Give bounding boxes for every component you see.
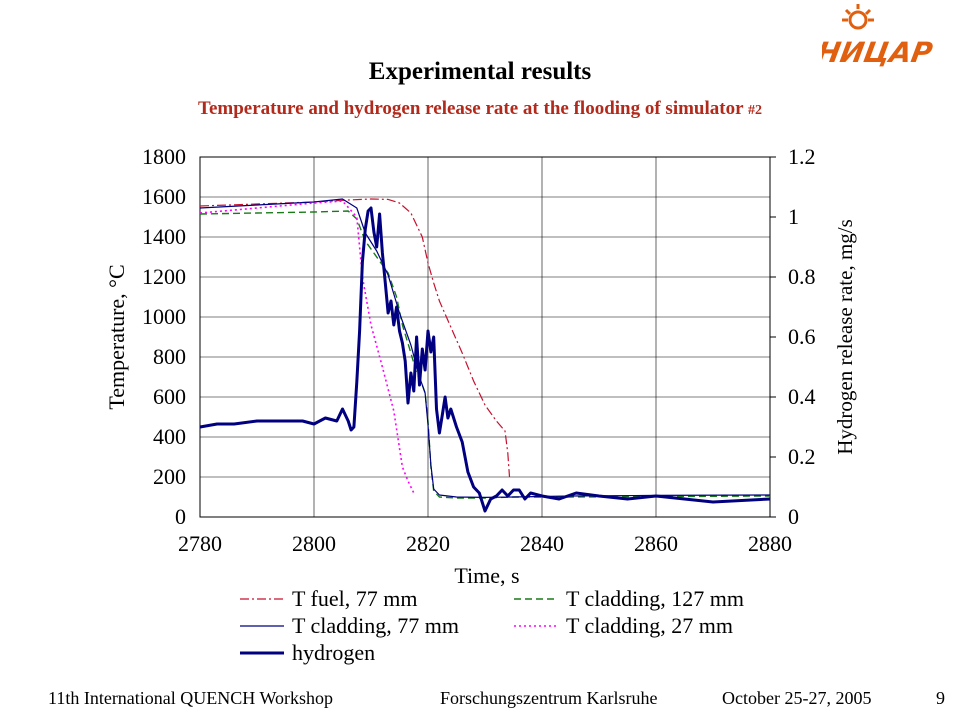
- y-right-tick-label: 1.2: [788, 144, 816, 169]
- y-right-tick-label: 0.6: [788, 324, 816, 349]
- footer-page-number: 9: [936, 688, 945, 708]
- legend-label-hydrogen: hydrogen: [292, 640, 375, 665]
- x-tick-label: 2860: [634, 531, 678, 556]
- subtitle-text: Temperature and hydrogen release rate at…: [198, 98, 748, 119]
- y-left-tick-label: 1000: [142, 304, 186, 329]
- legend-label-t_clad127: T cladding, 127 mm: [566, 586, 744, 611]
- x-tick-label: 2820: [406, 531, 450, 556]
- footer-workshop: 11th International QUENCH Workshop: [48, 688, 334, 708]
- y-right-tick-label: 0.4: [788, 384, 816, 409]
- y-left-tick-label: 600: [153, 384, 186, 409]
- slide-subtitle: Temperature and hydrogen release rate at…: [0, 98, 960, 120]
- series-t_clad77-line: [199, 198, 771, 498]
- x-tick-label: 2780: [178, 531, 222, 556]
- y-left-tick-label: 1800: [142, 144, 186, 169]
- y-left-tick-label: 1400: [142, 224, 186, 249]
- y-axis-left-label: Temperature, °C: [104, 264, 129, 409]
- legend-label-t_clad27: T cladding, 27 mm: [566, 613, 733, 638]
- y-left-tick-label: 1600: [142, 184, 186, 209]
- series-hydrogen-line: [199, 206, 771, 513]
- chart-legend: T fuel, 77 mm T cladding, 127 mmT claddin…: [240, 586, 744, 665]
- sun-icon: [842, 4, 874, 30]
- x-tick-label: 2840: [520, 531, 564, 556]
- y-right-tick-label: 0.2: [788, 444, 816, 469]
- x-axis-label: Time, s: [454, 563, 519, 588]
- quench-chart: 2780 2800 2820 2840 2860 28800200400600800100…: [104, 144, 857, 665]
- y-axis-right-label: Hydrogen release rate, mg/s: [833, 219, 857, 455]
- footer-date: October 25-27, 2005: [722, 688, 872, 708]
- x-tick-label: 2800: [292, 531, 336, 556]
- plot-frame: [199, 156, 771, 518]
- y-left-tick-label: 0: [175, 504, 186, 529]
- series-t_fuel-line: [199, 198, 511, 478]
- legend-label-t_fuel: T fuel, 77 mm: [292, 586, 417, 611]
- logo-wordmark: НИЦАР: [822, 36, 935, 69]
- series-t_clad27-line: [199, 200, 415, 494]
- y-left-tick-label: 200: [153, 464, 186, 489]
- y-left-tick-label: 1200: [142, 264, 186, 289]
- chart-grid: [199, 157, 771, 517]
- hnmap-logo: НИЦАР: [822, 4, 935, 69]
- y-right-tick-label: 1: [788, 204, 799, 229]
- y-left-tick-label: 800: [153, 344, 186, 369]
- y-left-tick-label: 400: [153, 424, 186, 449]
- footer-organization: Forschungszentrum Karlsruhe: [440, 688, 658, 708]
- subtitle-number: #2: [747, 103, 762, 118]
- legend-label-t_clad77: T cladding, 77 mm: [292, 613, 459, 638]
- chart-series: [199, 198, 771, 513]
- chart-ticks: 2780 2800 2820 2840 2860 28800200400600800100…: [142, 144, 816, 556]
- y-right-tick-label: 0: [788, 504, 799, 529]
- slide-title: Experimental results: [368, 58, 592, 85]
- y-right-tick-label: 0.8: [788, 264, 816, 289]
- x-tick-label: 2880: [748, 531, 792, 556]
- series-t_clad127-line: [199, 210, 771, 499]
